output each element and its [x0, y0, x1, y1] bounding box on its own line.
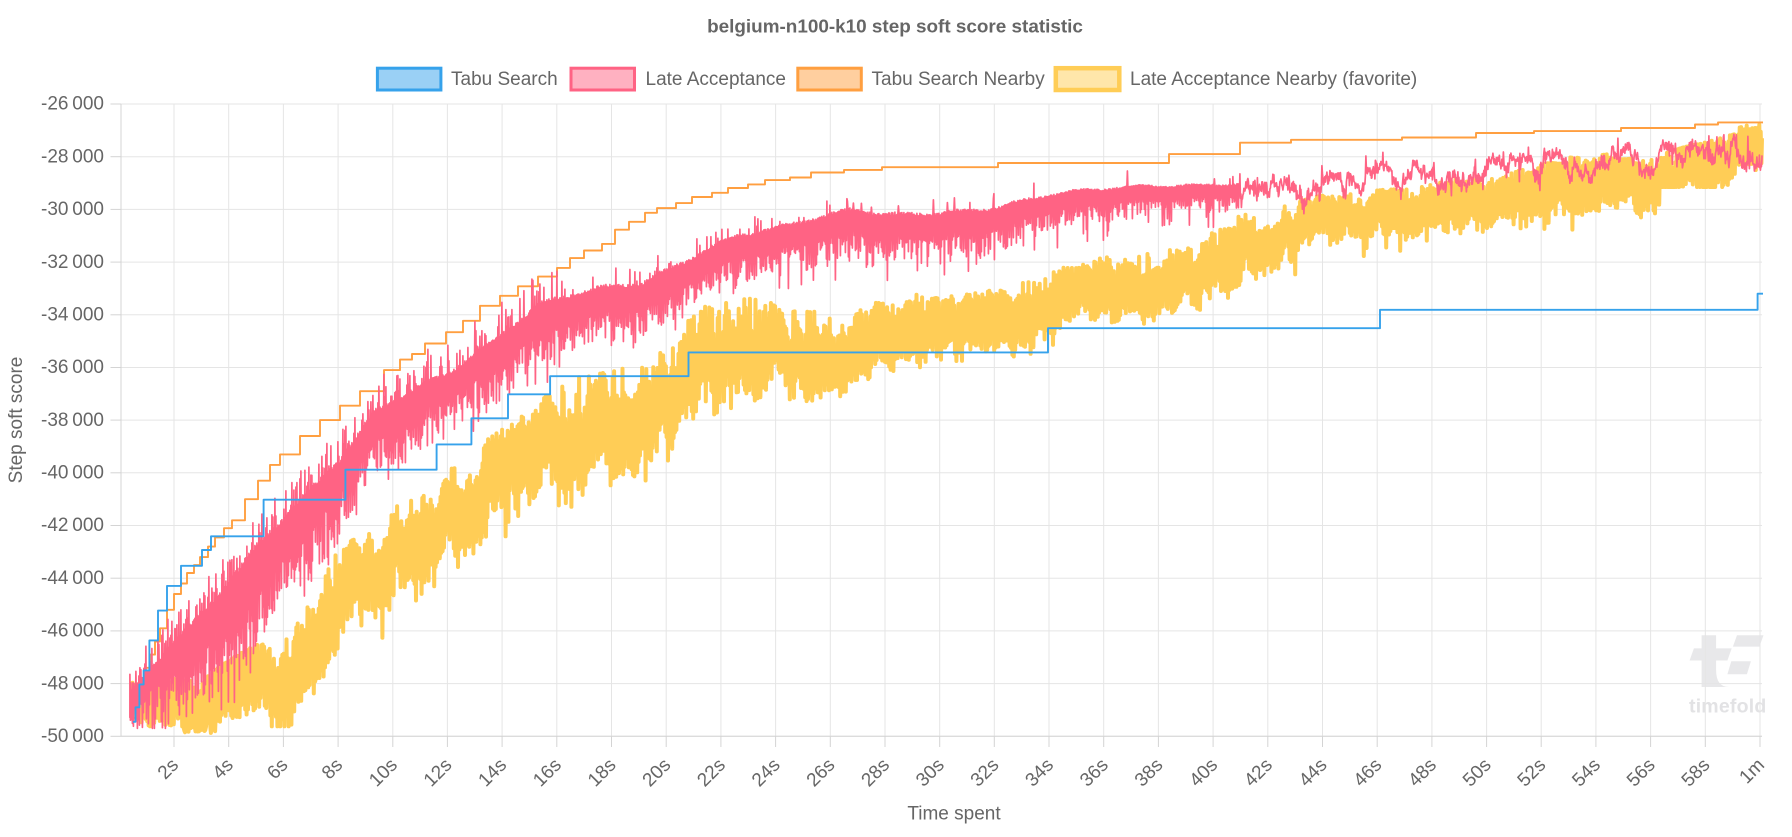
- svg-text:-48 000: -48 000: [41, 673, 104, 694]
- svg-text:-36 000: -36 000: [41, 357, 104, 378]
- svg-text:-32 000: -32 000: [41, 252, 104, 273]
- svg-text:Late Acceptance: Late Acceptance: [646, 69, 787, 90]
- svg-text:-30 000: -30 000: [41, 199, 104, 220]
- svg-text:Late Acceptance Nearby (favori: Late Acceptance Nearby (favorite): [1130, 69, 1417, 90]
- svg-text:Tabu Search: Tabu Search: [451, 69, 558, 90]
- svg-text:Tabu Search Nearby: Tabu Search Nearby: [872, 69, 1046, 90]
- svg-text:-40 000: -40 000: [41, 463, 104, 484]
- svg-text:-28 000: -28 000: [41, 146, 104, 167]
- svg-text:belgium-n100-k10 step soft sco: belgium-n100-k10 step soft score statist…: [707, 17, 1083, 38]
- svg-text:-50 000: -50 000: [41, 726, 104, 747]
- svg-text:-46 000: -46 000: [41, 621, 104, 642]
- svg-text:timefold: timefold: [1689, 696, 1766, 718]
- svg-text:-38 000: -38 000: [41, 410, 104, 431]
- svg-text:Step soft score: Step soft score: [6, 357, 27, 484]
- svg-text:-42 000: -42 000: [41, 515, 104, 536]
- svg-text:-26 000: -26 000: [41, 94, 104, 115]
- svg-text:-44 000: -44 000: [41, 568, 104, 589]
- svg-text:Time spent: Time spent: [907, 804, 1001, 825]
- svg-text:-34 000: -34 000: [41, 305, 104, 326]
